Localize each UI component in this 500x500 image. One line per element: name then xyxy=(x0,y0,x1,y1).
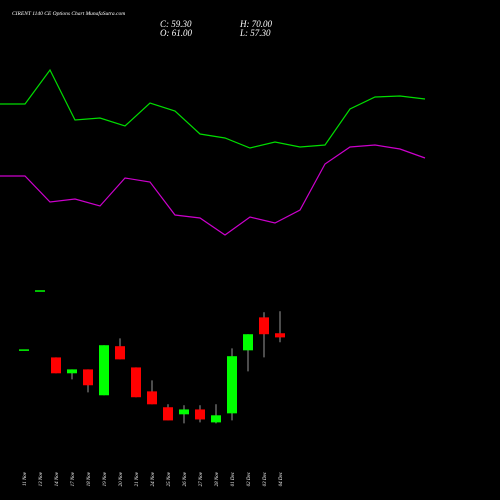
x-tick-label: 19 Nov xyxy=(103,471,108,486)
candle-body xyxy=(147,391,157,405)
stat-high: H: 70.00 xyxy=(239,19,272,29)
x-tick-label: 20 Nov xyxy=(119,471,124,486)
x-tick-label: 04 Dec xyxy=(279,471,284,486)
candle-body xyxy=(115,346,125,360)
x-tick-label: 24 Nov xyxy=(151,471,156,486)
x-tick-label: 18 Nov xyxy=(87,471,92,486)
candle-body xyxy=(67,369,77,374)
candle-body xyxy=(195,409,205,420)
candle-body xyxy=(131,367,141,398)
stat-open: O: 61.00 xyxy=(160,28,192,38)
x-tick-label: 27 Nov xyxy=(199,471,204,486)
candle-body xyxy=(179,409,189,415)
indicator-line xyxy=(0,144,426,236)
x-tick-label: 26 Nov xyxy=(183,471,188,486)
candle-body xyxy=(259,317,269,335)
candle-body xyxy=(163,407,173,421)
candle-body xyxy=(211,415,221,423)
x-tick-label: 02 Dec xyxy=(247,471,252,486)
x-tick-label: 01 Dec xyxy=(231,471,236,486)
x-tick-label: 17 Nov xyxy=(71,471,76,486)
x-tick-label: 25 Nov xyxy=(167,471,172,486)
x-tick-label: 21 Nov xyxy=(135,471,140,486)
candle-body xyxy=(99,345,109,396)
candle-body xyxy=(83,369,93,386)
candle-body xyxy=(51,357,61,374)
stat-close: C: 59.30 xyxy=(160,19,192,29)
candle-body xyxy=(227,356,237,414)
candle-body xyxy=(35,290,45,292)
chart-title: CIRENT 1140 CE Options Chart MunafaSutra… xyxy=(12,10,125,17)
stat-low: L: 57.30 xyxy=(239,28,271,38)
x-tick-label: 11 Nov xyxy=(23,471,28,486)
candle-body xyxy=(275,333,285,338)
x-tick-label: 03 Dec xyxy=(263,471,268,486)
candle-body xyxy=(243,334,253,351)
x-tick-label: 13 Nov xyxy=(39,471,44,486)
candle-body xyxy=(19,349,29,351)
x-tick-label: 14 Nov xyxy=(55,471,60,486)
x-tick-label: 28 Nov xyxy=(215,471,220,486)
indicator-line xyxy=(0,68,426,149)
